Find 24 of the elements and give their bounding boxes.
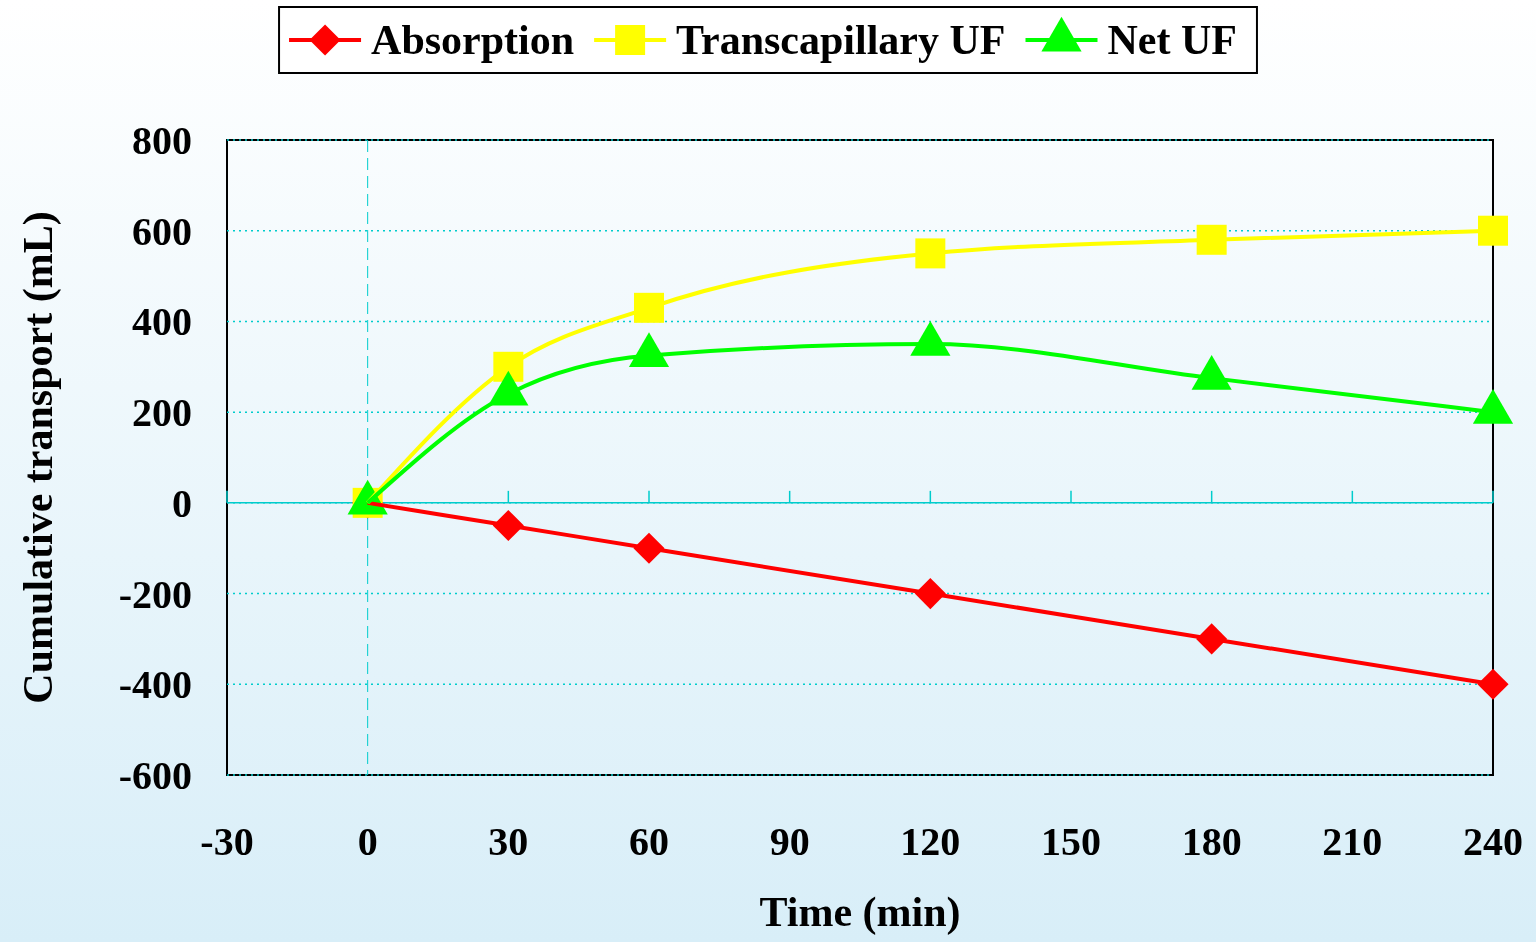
x-tick-label: 120 (900, 819, 961, 864)
y-tick-label: 600 (132, 208, 192, 254)
x-tick-label: 90 (769, 819, 810, 864)
y-tick-label: -400 (118, 662, 192, 708)
y-tick-label: 800 (132, 118, 192, 163)
x-tick-label: 60 (629, 819, 669, 864)
x-axis-title: Time (min) (759, 889, 961, 936)
y-tick-label: 200 (132, 390, 192, 436)
y-axis-title: Cumulative transport (mL) (15, 211, 62, 704)
legend-label: Absorption (371, 17, 575, 63)
legend-label: Transcapillary UF (676, 17, 1006, 63)
x-tick-label: -30 (200, 819, 254, 864)
y-tick-label: 400 (132, 299, 192, 345)
x-tick-label: 240 (1463, 819, 1523, 864)
y-tick-label: 0 (172, 480, 192, 526)
x-tick-label: 180 (1181, 819, 1242, 864)
x-tick-label: 30 (488, 819, 529, 864)
point (1478, 215, 1508, 246)
legend-label: Net UF (1107, 17, 1237, 63)
y-tick-label: -200 (118, 571, 192, 617)
y-tick-label: -600 (118, 753, 192, 798)
x-tick-label: 0 (357, 819, 378, 864)
x-tick-label: 150 (1041, 819, 1101, 864)
x-tick-label: 210 (1322, 819, 1383, 864)
